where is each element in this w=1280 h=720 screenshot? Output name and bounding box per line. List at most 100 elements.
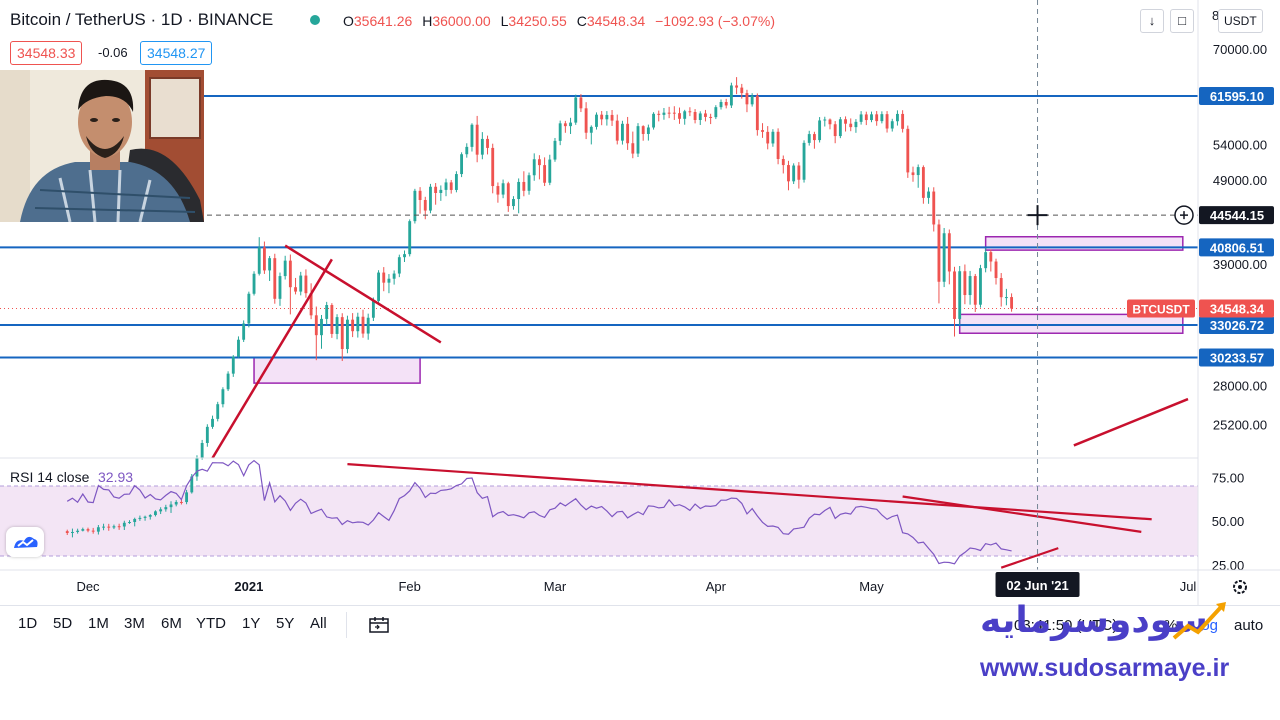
candle-body xyxy=(683,111,687,119)
candle xyxy=(128,520,131,524)
presenter-video xyxy=(0,70,204,222)
high-value: 36000.00 xyxy=(432,13,491,29)
candle xyxy=(102,523,105,531)
candle-body xyxy=(942,233,946,282)
timeframe-6m[interactable]: 6M xyxy=(161,615,182,632)
timeframe-5y[interactable]: 5Y xyxy=(276,615,295,632)
candle-body xyxy=(517,181,521,200)
candle-body xyxy=(766,131,770,144)
candle xyxy=(698,111,702,125)
candle xyxy=(724,98,728,109)
time-tick-label: Feb xyxy=(398,579,420,594)
sell-price-button[interactable]: 34548.33 xyxy=(10,41,83,65)
candle-body xyxy=(704,113,707,117)
candle xyxy=(138,515,142,521)
percent-scale-button[interactable]: % xyxy=(1164,617,1178,634)
candle xyxy=(574,94,578,125)
candle-body xyxy=(652,113,655,128)
candle-body xyxy=(506,183,510,207)
candle xyxy=(984,247,988,273)
trendline[interactable] xyxy=(211,258,333,459)
tradingview-logo[interactable] xyxy=(6,527,44,557)
candle-body xyxy=(901,113,905,129)
download-icon[interactable]: ↓ xyxy=(1140,9,1164,33)
candle-body xyxy=(921,167,925,198)
timeframe-1m[interactable]: 1M xyxy=(88,615,109,632)
rsi-trendline[interactable] xyxy=(902,495,1142,533)
time-tick-label: Mar xyxy=(544,579,567,594)
candle xyxy=(543,157,547,187)
trendline[interactable] xyxy=(1073,397,1189,447)
candle xyxy=(797,162,801,189)
symbol-tag: BTCUSDT xyxy=(1132,303,1190,317)
calendar-range-icon[interactable] xyxy=(368,615,390,635)
candle xyxy=(278,272,282,306)
trendline[interactable] xyxy=(284,244,442,344)
candle xyxy=(849,118,853,132)
candle-body xyxy=(403,254,406,258)
candle-body xyxy=(870,114,873,121)
currency-button[interactable]: USDT xyxy=(1218,9,1263,33)
webcam-overlay xyxy=(0,70,204,222)
candle xyxy=(740,83,744,99)
candle-body xyxy=(382,272,386,283)
timeframe-1d[interactable]: 1D xyxy=(18,615,38,632)
utc-clock[interactable]: 03:41:50 (UTC) xyxy=(1014,617,1118,634)
candle-body xyxy=(553,140,557,160)
candle-body xyxy=(102,526,105,528)
chart-area[interactable]: 70000.00 54000.00 49000.00 39000.00 28000.00… xyxy=(0,0,1280,605)
candle xyxy=(112,524,116,530)
fullscreen-icon[interactable]: □ xyxy=(1170,9,1194,33)
auto-scale-button[interactable]: auto xyxy=(1234,617,1264,634)
candle-body xyxy=(880,114,884,122)
candle-body xyxy=(714,107,718,118)
timeframe-ytd[interactable]: YTD xyxy=(196,615,226,632)
candle xyxy=(1010,293,1014,312)
timeframe-1y[interactable]: 1Y xyxy=(242,615,261,632)
candle xyxy=(377,270,380,305)
candle-body xyxy=(320,318,323,336)
candle xyxy=(185,489,189,505)
candle-body xyxy=(335,317,339,334)
candle-body xyxy=(812,134,816,141)
candle xyxy=(470,123,474,152)
price-tick-label: 8 xyxy=(1212,8,1219,23)
candle-body xyxy=(911,172,915,176)
candle xyxy=(750,93,754,107)
candle-body xyxy=(65,531,69,533)
candle xyxy=(548,154,552,186)
rsi-trendline[interactable] xyxy=(347,463,1152,521)
buy-price-button[interactable]: 34548.27 xyxy=(140,41,213,65)
candle xyxy=(143,515,147,521)
candle xyxy=(672,106,676,120)
candle xyxy=(553,137,557,162)
log-scale-button[interactable]: log xyxy=(1198,617,1219,634)
candle xyxy=(792,163,796,184)
candle xyxy=(781,155,785,174)
candle xyxy=(299,271,303,296)
candle-body xyxy=(314,315,318,336)
candle xyxy=(159,507,163,515)
timeframe-5d[interactable]: 5D xyxy=(53,615,73,632)
timeframe-all[interactable]: All xyxy=(310,615,327,632)
symbol-title[interactable]: Bitcoin / TetherUS · 1D · BINANCE xyxy=(10,10,274,29)
candle-body xyxy=(96,527,100,532)
candle xyxy=(122,520,126,530)
rsi-tick-label: 25.00 xyxy=(1212,558,1245,573)
candle xyxy=(91,527,95,534)
rsi-trendline[interactable] xyxy=(1000,547,1059,569)
candle-body xyxy=(174,501,178,505)
candle-body xyxy=(143,516,147,518)
timeframe-3m[interactable]: 3M xyxy=(124,615,145,632)
candle xyxy=(569,117,572,134)
candle-body xyxy=(735,85,739,88)
zone-rectangle[interactable] xyxy=(253,356,421,384)
candle-body xyxy=(356,316,360,332)
candle-body xyxy=(413,190,417,222)
candle-body xyxy=(76,530,80,532)
candle xyxy=(589,125,593,145)
candle xyxy=(361,309,365,338)
rsi-line xyxy=(66,459,1012,565)
gear-icon[interactable] xyxy=(1233,580,1247,594)
crosshair-price-label-bg xyxy=(1199,206,1274,225)
